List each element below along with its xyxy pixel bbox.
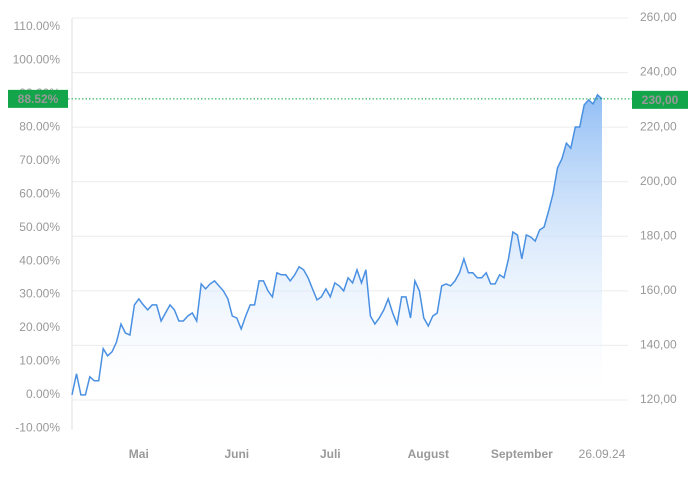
area [72,94,602,395]
y2-tick-label: 200,00 [640,174,677,188]
y-tick-label: 50.00% [19,220,60,234]
y2-tick-label: 220,00 [640,119,677,133]
y-tick-label: 70.00% [19,153,60,167]
y-tick-label: 80.00% [19,120,60,134]
x-tick-label: 26.09.24 [579,447,626,461]
current-label-y2: 230,00 [642,93,679,107]
x-tick-label: August [408,447,449,461]
y2-tick-label: 240,00 [640,65,677,79]
x-tick-label: Juli [320,447,341,461]
y2-tick-label: 160,00 [640,283,677,297]
line [71,93,603,396]
y-tick-label: 30.00% [19,287,60,301]
x-tick-label: Juni [224,447,249,461]
x-tick-label: September [491,447,553,461]
y-tick-label: 10.00% [19,354,60,368]
y-tick-label: 20.00% [19,320,60,334]
y2-tick-label: 180,00 [640,228,677,242]
y-tick-label: -10.00% [15,420,60,434]
y-tick-label: 110.00% [14,19,61,33]
y-tick-label: 100.00% [13,53,61,67]
y-tick-label: 40.00% [19,253,60,267]
current-label: 88.52% [18,92,59,106]
y2-tick-label: 260,00 [640,10,677,24]
y-tick-label: 60.00% [19,186,60,200]
current-badge-y2 [632,90,688,109]
current-badge [8,89,68,108]
y2-tick-label: 120,00 [640,392,677,406]
y2-tick-label: 140,00 [640,338,677,352]
x-tick-label: Mai [129,447,149,461]
y-tick-label: 0.00% [26,387,60,401]
